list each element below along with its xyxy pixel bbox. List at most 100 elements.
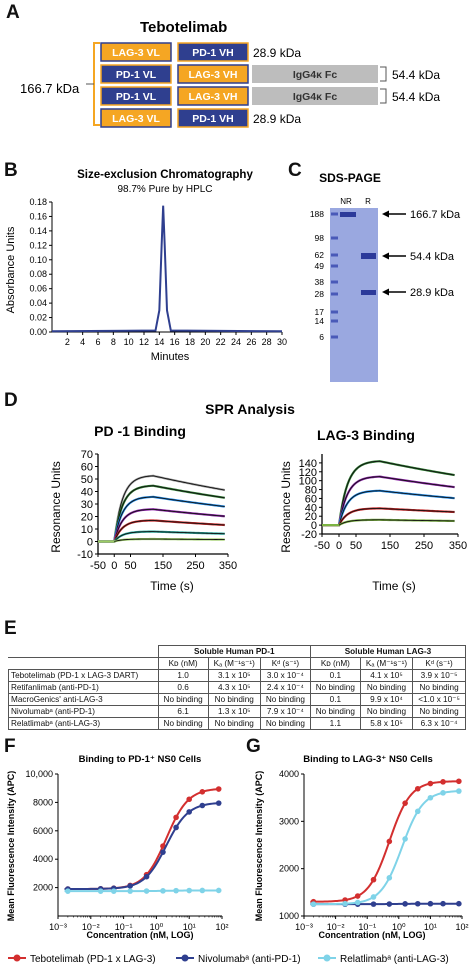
row3-chain1-box <box>100 86 172 106</box>
f-chart-data-point <box>65 888 71 894</box>
g-chart-data-point <box>386 901 393 907</box>
row3-chain1-label: PD-1 VL <box>116 91 157 103</box>
spr-lag3-x-tick-label: 0 <box>336 540 342 552</box>
gel-band-r-light <box>361 290 376 295</box>
gel-marker-band <box>331 335 338 339</box>
table-cell: No binding <box>207 693 261 706</box>
spr-pd1-x-tick-label: 250 <box>186 560 204 572</box>
table-corner <box>8 645 159 658</box>
table-cell: Relatlimabᵃ (anti-LAG-3) <box>8 717 159 730</box>
row3-chain2-box <box>177 86 249 106</box>
spr-pd1-fit-line <box>113 531 225 542</box>
spr-lag3-y-tick-label: 0 <box>311 520 317 532</box>
g-chart-data-point <box>427 794 434 801</box>
row4-mass: 28.9 kDa <box>253 112 301 126</box>
sec-y-tick-label: 0.00 <box>29 327 47 337</box>
spr-pd1-y-tick-label: 40 <box>81 487 93 499</box>
sec-subtitle: 98.7% Pure by HPLC <box>117 184 212 195</box>
g-chart-y-tick-label: 4000 <box>279 769 299 779</box>
sec-ylabel: Absorbance Units <box>5 226 17 313</box>
gel-marker-label: 38 <box>315 277 325 287</box>
spr-pd1-title: PD -1 Binding <box>94 423 186 439</box>
row2-fc-box <box>252 65 378 83</box>
gel-marker-label: 14 <box>315 316 325 326</box>
f-chart-data-point <box>215 786 222 792</box>
gel-band-label: 166.7 kDa <box>410 209 461 221</box>
spr-lag3-y-tick-label: 20 <box>305 511 317 523</box>
g-chart-data-point <box>386 838 393 845</box>
table-corner <box>8 657 159 670</box>
spr-lag3-y-tick-label: 120 <box>299 467 317 479</box>
legend-marker-tebotelimab <box>13 954 21 962</box>
spr-lag3-x-tick-label: -50 <box>314 540 330 552</box>
f-chart-x-tick-label: 10⁰ <box>150 922 164 932</box>
g-chart-data-point <box>402 836 408 842</box>
row3-fc-label: IgG4κ Fc <box>293 91 338 103</box>
g-chart-data-point <box>427 780 434 787</box>
row2-chain2-box <box>177 64 249 84</box>
spr-pd1-x-tick-label: 50 <box>124 560 136 572</box>
table-sub-header: Kᴅ (nM) <box>309 657 361 670</box>
gel-lane-r: R <box>365 197 371 206</box>
tebotelimab-schematic: Tebotelimab 166.7 kDa LAG-3 VL PD-1 VH 2… <box>20 19 440 128</box>
bracket-left <box>93 42 100 126</box>
gel-marker-label: 62 <box>315 250 325 260</box>
table-group-header: Soluble Human PD-1 <box>157 645 311 658</box>
panel-letter-f: F <box>4 736 16 757</box>
g-chart-x-tick-label: 10² <box>455 922 468 932</box>
legend-marker-nivolumab <box>181 954 189 962</box>
spr-lag3-y-tick-label: 60 <box>305 493 317 505</box>
g-chart-data-point <box>370 876 377 883</box>
spr-pd1-y-tick-label: 0 <box>87 537 93 549</box>
spr-pd1-y-tick-label: 60 <box>81 462 93 474</box>
f-chart-data-point <box>143 873 150 880</box>
f-chart-y-tick-label: 8000 <box>33 797 53 807</box>
g-chart-x-tick-label: 10⁻¹ <box>358 922 376 932</box>
g-chart-data-point <box>310 901 317 907</box>
gel-arrowhead <box>382 252 389 260</box>
gel-marker-label: 98 <box>315 233 325 243</box>
sec-x-tick-label: 12 <box>139 337 149 347</box>
spr-lag3-y-tick-label: 100 <box>299 476 317 488</box>
table-cell: 7.9 x 10⁻⁴ <box>259 705 311 718</box>
table-cell: 0.6 <box>157 681 209 694</box>
gel-arrowhead <box>382 210 389 218</box>
spr-analysis: SPR Analysis PD -1 Binding LAG-3 Binding… <box>49 401 467 593</box>
gel-marker-label: 6 <box>319 332 324 342</box>
legend-label-nivolumab: Nivolumabᵃ (anti-PD-1) <box>198 954 301 965</box>
table-cell: 6.3 x 10⁻⁴ <box>412 717 466 730</box>
g-xlabel: Concentration (nM, LOG) <box>319 930 426 940</box>
f-chart-y-tick-label: 10,000 <box>25 769 53 779</box>
g-chart-data-point <box>440 900 446 907</box>
g-chart-data-point <box>342 900 348 907</box>
f-chart-data-point <box>173 814 179 821</box>
f-chart-data-point <box>199 802 206 809</box>
table-cell: No binding <box>412 705 466 718</box>
table-cell: 1.1 <box>309 717 361 730</box>
spr-lag3-y-tick-label: 140 <box>299 458 317 470</box>
f-chart-curve <box>64 787 221 891</box>
spr-pd1-fit-line <box>114 538 225 542</box>
gel-arrowhead <box>382 288 389 296</box>
sec-xlabel: Minutes <box>151 351 190 363</box>
sec-x-tick-label: 28 <box>262 337 272 347</box>
table-cell: MacroGenics' anti-LAG-3 <box>8 693 159 706</box>
f-chart-data-point <box>199 887 206 894</box>
f-chart-x-tick-label: 10¹ <box>183 922 196 932</box>
table-row: Nivolumabᵃ (anti-PD-1) 6.1 1.3 x 10⁵ 7.9… <box>8 705 466 718</box>
f-xlabel: Concentration (nM, LOG) <box>87 930 194 940</box>
gel-title: SDS-PAGE <box>319 171 381 185</box>
spr-pd1-x-tick-label: -50 <box>90 560 106 572</box>
spr-lag3-xlabel: Time (s) <box>372 579 416 593</box>
panel-letter-d: D <box>4 390 18 411</box>
table-cell: Tebotelimab (PD-1 x LAG-3 DART) <box>8 669 159 682</box>
table-cell: 3.0 x 10⁻⁴ <box>259 669 311 682</box>
spr-lag3-x-tick-label: 150 <box>381 540 399 552</box>
table-sub-header: Kₐ (M⁻¹s⁻¹) <box>359 657 414 670</box>
table-cell: 1.3 x 10⁵ <box>207 705 261 718</box>
table-cell: No binding <box>157 693 209 706</box>
g-chart-curve <box>310 790 461 906</box>
table-cell: 0.1 <box>309 669 361 682</box>
legend-label-relatlimab: Relatlimabᵃ (anti-LAG-3) <box>340 954 449 965</box>
g-title: Binding to LAG-3⁺ NS0 Cells <box>303 754 433 765</box>
